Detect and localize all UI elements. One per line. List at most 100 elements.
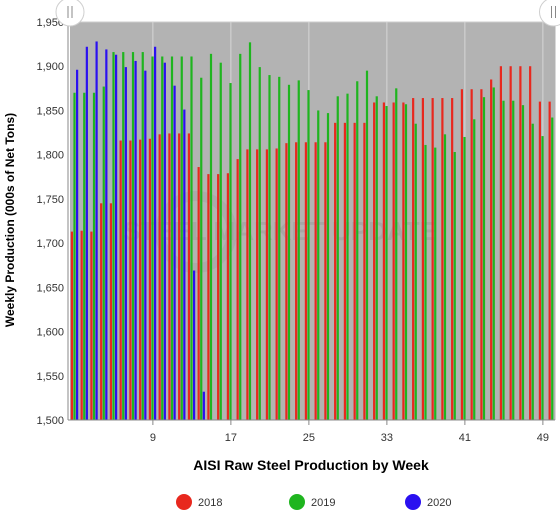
bar-2019-week-47 — [521, 105, 525, 420]
y-tick-label: 1,950 — [36, 17, 64, 29]
bar-2019-week-2 — [83, 92, 86, 420]
bar-2019-week-8 — [141, 52, 144, 420]
x-tick-label: 17 — [225, 432, 237, 444]
bar-2018-week-2 — [80, 230, 83, 420]
bar-2018-week-5 — [109, 203, 112, 420]
bar-2018-week-47 — [519, 66, 522, 420]
bar-2018-week-19 — [246, 149, 249, 421]
bar-2018-week-45 — [499, 66, 502, 420]
bar-2018-week-31 — [363, 122, 366, 420]
bar-2018-week-38 — [431, 98, 434, 420]
bar-2019-week-4 — [102, 86, 105, 420]
bar-2019-week-44 — [492, 87, 495, 420]
legend-item-2019[interactable]: 2019 — [289, 494, 335, 510]
y-tick-label: 1,900 — [36, 61, 64, 73]
bar-2020-week-5 — [115, 54, 118, 420]
bar-2018-week-10 — [158, 134, 161, 420]
navigator-handle-left[interactable] — [55, 0, 85, 27]
bar-2019-week-17 — [229, 83, 232, 420]
bar-2018-week-29 — [343, 122, 346, 420]
bar-2019-week-25 — [307, 90, 310, 420]
bar-2019-week-20 — [258, 67, 261, 421]
bar-2018-week-30 — [353, 122, 356, 420]
bar-2019-week-11 — [170, 56, 174, 421]
x-axis-title: AISI Raw Steel Production by Week — [193, 457, 429, 473]
bar-2019-week-33 — [385, 106, 388, 421]
bar-2019-week-7 — [131, 52, 135, 420]
bar-2019-week-50 — [551, 117, 554, 421]
legend-marker — [405, 494, 421, 510]
bar-2020-week-3 — [95, 41, 98, 421]
bar-2018-week-21 — [265, 149, 268, 421]
legend-item-2018[interactable]: 2018 — [176, 494, 222, 510]
bar-2019-week-18 — [239, 53, 242, 421]
x-tick-label: 49 — [537, 432, 549, 444]
bars — [70, 41, 554, 421]
bar-2019-week-46 — [512, 100, 515, 420]
bar-2018-week-8 — [139, 139, 142, 420]
legend-item-2020[interactable]: 2020 — [405, 494, 451, 510]
bar-2018-week-25 — [304, 142, 307, 420]
bar-2018-week-1 — [70, 231, 73, 420]
y-axis-title: Weekly Production (000s of Net Tons) — [3, 113, 17, 327]
bar-2018-week-28 — [334, 122, 337, 420]
bar-2020-week-1 — [76, 69, 79, 420]
bar-2019-week-31 — [365, 70, 369, 420]
y-tick-label: 1,600 — [36, 327, 64, 339]
x-tick-label: 25 — [303, 432, 315, 444]
y-tick-label: 1,550 — [36, 371, 64, 383]
bar-2018-week-24 — [295, 142, 298, 420]
bar-2020-week-10 — [163, 62, 166, 421]
y-tick-label: 1,500 — [36, 415, 64, 427]
bar-2019-week-10 — [161, 56, 164, 421]
navigator-handles[interactable] — [55, 0, 560, 27]
bar-2018-week-32 — [373, 102, 376, 420]
bar-2019-week-12 — [180, 56, 183, 421]
bar-2018-week-23 — [285, 143, 288, 421]
bar-2018-week-6 — [119, 140, 122, 420]
y-tick-label: 1,650 — [36, 282, 64, 294]
bar-2018-week-39 — [441, 98, 444, 420]
bar-2018-week-13 — [187, 133, 190, 420]
y-tick-label: 1,700 — [36, 238, 64, 250]
bar-2018-week-43 — [480, 89, 483, 420]
bar-2020-week-13 — [193, 270, 196, 420]
bar-2019-week-40 — [453, 152, 456, 420]
bar-2018-week-26 — [314, 142, 317, 420]
bar-2019-week-6 — [122, 52, 125, 420]
x-tick-labels: 9 17 25 33 41 49 — [150, 420, 549, 444]
bar-2019-week-39 — [443, 134, 447, 420]
navigator-handle-right[interactable] — [539, 0, 560, 27]
bar-2019-week-36 — [414, 123, 417, 421]
bar-2019-week-32 — [375, 96, 378, 420]
bar-2019-week-30 — [356, 81, 359, 420]
legend-marker — [289, 494, 305, 510]
bar-2020-week-2 — [85, 46, 88, 420]
bar-2019-week-28 — [336, 96, 339, 420]
bar-2018-week-17 — [226, 173, 229, 420]
bar-2019-week-45 — [502, 100, 505, 420]
bar-2020-week-12 — [183, 109, 186, 420]
legend-label: 2020 — [427, 497, 451, 509]
bar-2018-week-20 — [256, 149, 259, 421]
x-tick-label: 41 — [459, 432, 471, 444]
bar-2020-week-7 — [134, 60, 137, 421]
bar-2018-week-22 — [275, 148, 278, 421]
bar-2019-week-15 — [209, 53, 213, 421]
bar-2019-week-14 — [200, 77, 203, 420]
x-tick-label: 33 — [381, 432, 393, 444]
x-tick-label: 9 — [150, 432, 156, 444]
bar-2019-week-26 — [317, 110, 320, 420]
legend-label: 2019 — [311, 497, 335, 509]
bar-2020-week-11 — [173, 85, 176, 421]
bar-2018-week-46 — [509, 66, 512, 420]
legend: 2018 2019 2020 — [176, 494, 451, 510]
bar-2020-week-8 — [144, 70, 147, 420]
bar-2018-week-11 — [168, 133, 171, 420]
bar-2018-week-34 — [392, 102, 395, 420]
bar-2019-week-34 — [395, 88, 398, 420]
bar-2019-week-19 — [248, 42, 252, 421]
bar-2018-week-42 — [470, 89, 473, 420]
